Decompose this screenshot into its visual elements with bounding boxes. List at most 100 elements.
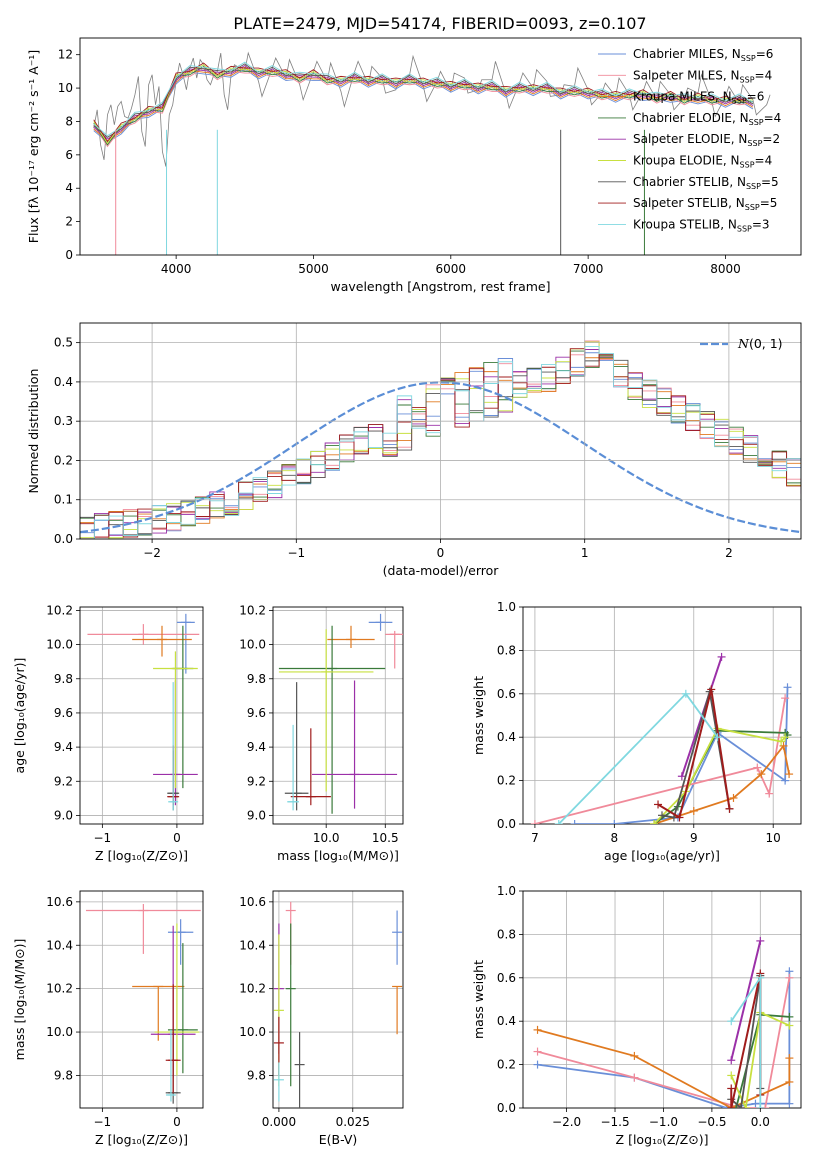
y-tick-label: 4 (65, 181, 73, 195)
model-fit-line (93, 65, 754, 140)
x-axis-label: age [log₁₀(age/yr)] (604, 848, 720, 863)
legend-entry-gaussian: N(0, 1) (737, 336, 783, 351)
x-tick-label: 0 (173, 1115, 181, 1129)
x-tick-label: −2.0 (552, 1115, 581, 1129)
axes-frame (272, 890, 404, 1109)
x-tick-label: 10 (766, 831, 781, 845)
x-tick-label: −1 (94, 831, 112, 845)
y-tick-label: 10.0 (239, 1025, 266, 1039)
model-fit-line (93, 67, 753, 148)
weight-vs-age-panel: 7 8 9 10 0.0 0.2 0.4 0.6 0.8 1.0 age [log₁₀(age/yr… (471, 600, 802, 863)
x-tick-label: 10.5 (372, 831, 399, 845)
observed-spectrum-line (93, 51, 771, 167)
y-tick-label: 10.4 (239, 938, 266, 952)
axes-frame (79, 37, 802, 256)
x-tick-label: −1.5 (600, 1115, 629, 1129)
plot-panels: 4000 5000 6000 7000 8000024681012wavelength … (12, 37, 802, 1147)
x-tick-label: 2 (725, 546, 733, 560)
mass-vs-z-plot-area (85, 904, 201, 1104)
y-axis-label: Flux [fλ 10⁻¹⁷ erg cm⁻² s⁻¹ A⁻¹] (26, 50, 41, 243)
figure-title: PLATE=2479, MJD=54174, FIBERID=0093, z=0… (233, 14, 646, 33)
y-tick-label: 0.0 (497, 817, 516, 831)
y-tick-label: 0.6 (497, 971, 516, 985)
y-tick-label: 9.0 (54, 808, 73, 822)
mass-weight-line (537, 977, 791, 1108)
x-tick-label: 4000 (161, 262, 192, 276)
y-tick-label: 10.4 (46, 938, 73, 952)
y-axis-label: mass weight (471, 676, 486, 755)
y-tick-label: 9.4 (54, 740, 73, 754)
x-axis-label: Z [log₁₀(Z/Z⊙)] (616, 1132, 709, 1147)
y-tick-label: 0.1 (54, 493, 73, 507)
y-axis-label: age [log₁₀(age/yr)] (12, 658, 27, 774)
y-tick-label: 10.6 (239, 895, 266, 909)
residuals-panel: −2 −1 0 1 2 0.0 0.1 0.2 0.3 0.4 0.5 (data-model)/er… (26, 322, 802, 578)
y-tick-label: 9.0 (247, 808, 266, 822)
axes-frame (272, 606, 404, 825)
y-tick-label: 0.6 (497, 687, 516, 701)
residual-histogram-line (80, 354, 801, 536)
y-tick-label: 1.0 (497, 600, 516, 614)
y-tick-label: 6 (65, 148, 73, 162)
model-fit-line (93, 68, 754, 143)
x-axis-label: Z [log₁₀(Z/Z⊙)] (95, 848, 188, 863)
y-tick-label: 0.8 (497, 643, 516, 657)
x-tick-label: 10.0 (313, 831, 340, 845)
x-tick-label: 7000 (573, 262, 604, 276)
spectrum-panel: 4000 5000 6000 7000 8000 0 2 4 6 8 10 12 wavelength … (26, 37, 802, 294)
y-tick-label: 10.2 (46, 982, 73, 996)
legend-entry: Kroupa MILES, NSSP=6 (633, 90, 764, 106)
residual-histogram-line (80, 352, 801, 536)
mass-weight-line (534, 697, 787, 824)
y-tick-label: 8 (65, 114, 73, 128)
y-tick-label: 0.2 (497, 1058, 516, 1072)
x-tick-label: −0.5 (697, 1115, 726, 1129)
x-tick-label: 0 (173, 831, 181, 845)
x-tick-label: 0.025 (336, 1115, 370, 1129)
legend-entry: Chabrier MILES, NSSP=6 (633, 47, 773, 63)
y-axis-label: mass weight (471, 960, 486, 1039)
y-tick-label: 9.4 (247, 740, 266, 754)
x-tick-label: 9 (690, 831, 698, 845)
y-tick-label: 0.0 (54, 532, 73, 546)
model-fit-line (93, 64, 753, 144)
y-tick-label: 1.0 (497, 884, 516, 898)
x-tick-label: −1 (94, 1115, 112, 1129)
weight-vs-age-plot-area (530, 652, 794, 824)
y-tick-label: 10.6 (46, 895, 73, 909)
weight-vs-z-panel: −2.0 −1.5 −1.0 −0.5 0.0 0.0 0.2 0.4 0.6 0.8 1.0 Z [… (471, 884, 802, 1147)
y-tick-label: 9.8 (54, 1068, 73, 1082)
y-axis-label: mass [log₁₀(M/M⊙)] (12, 939, 27, 1061)
y-tick-label: 10.2 (46, 603, 73, 617)
x-tick-label: 0.000 (262, 1115, 296, 1129)
x-tick-label: −1.0 (649, 1115, 678, 1129)
x-axis-label: (data-model)/error (383, 563, 500, 578)
model-fit-line (93, 63, 754, 138)
legend: Chabrier MILES, NSSP=6 Salpeter MILES, NS… (598, 47, 781, 233)
spectrum-plot-area (93, 51, 771, 255)
x-axis-label: wavelength [Angstrom, rest frame] (330, 279, 550, 294)
axes-frame (522, 606, 802, 825)
y-tick-label: 10 (58, 81, 73, 95)
x-tick-label: −2 (143, 546, 161, 560)
y-tick-label: 0.5 (54, 336, 73, 350)
x-tick-label: 6000 (436, 262, 467, 276)
y-tick-label: 0.4 (54, 375, 73, 389)
y-tick-label: 0 (65, 248, 73, 262)
weight-vs-z-plot-area (533, 936, 794, 1108)
age-vs-z-plot-area (87, 613, 200, 811)
x-tick-label: 5000 (298, 262, 329, 276)
y-tick-label: 0.2 (497, 774, 516, 788)
axes-frame (79, 606, 204, 825)
age-vs-mass-plot-area (278, 613, 403, 814)
y-tick-label: 10.0 (239, 638, 266, 652)
axes-frame (522, 890, 802, 1109)
model-fit-line (93, 66, 754, 142)
age-vs-z-panel: −1 0 9.0 9.2 9.4 9.6 9.8 10.0 10.2 Z [log₁₀(Z/Z⊙)… (12, 603, 204, 863)
y-tick-label: 10.0 (46, 1025, 73, 1039)
legend-entry: Chabrier ELODIE, NSSP=4 (633, 111, 781, 127)
mass-weight-line (657, 689, 731, 820)
residual-histogram-line (80, 357, 801, 526)
